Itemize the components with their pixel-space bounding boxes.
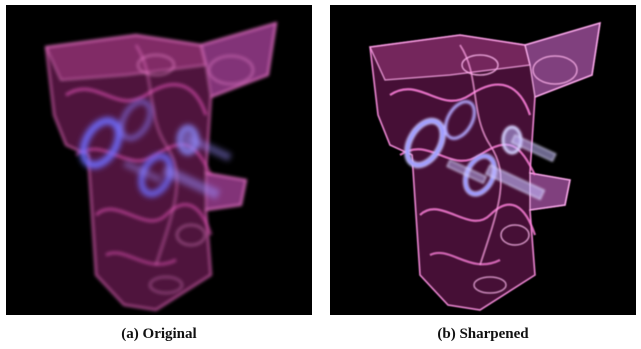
pipe-rings (404, 100, 557, 201)
volume-render-sharpened (369, 21, 601, 311)
volume-render-original (44, 21, 278, 312)
caption-sharpened: (b) Sharpened (437, 326, 529, 342)
rendering-sharpened (330, 5, 636, 315)
engine-block-volume (44, 21, 278, 312)
engine-block-volume (369, 21, 601, 311)
pipe-rings (79, 99, 232, 200)
caption-original: (a) Original (121, 326, 197, 342)
rendering-original (6, 5, 312, 315)
